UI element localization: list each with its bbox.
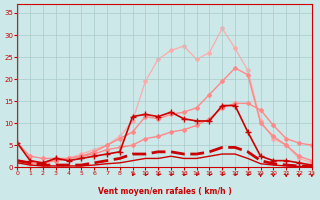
X-axis label: Vent moyen/en rafales ( km/h ): Vent moyen/en rafales ( km/h ) <box>98 187 231 196</box>
